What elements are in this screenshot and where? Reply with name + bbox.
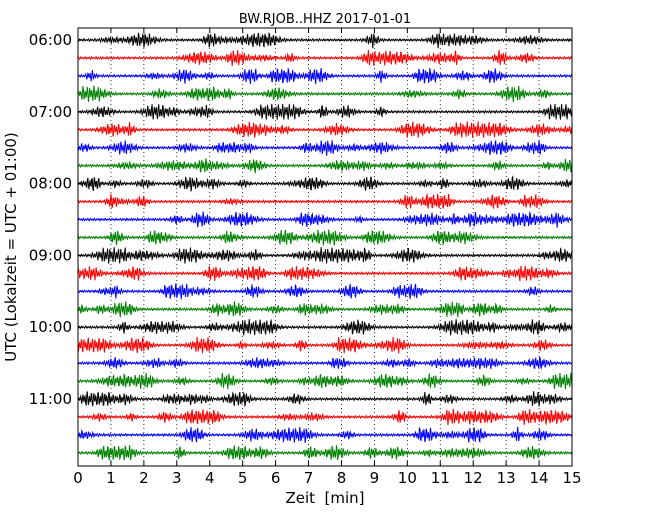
x-tick-label: 4	[205, 469, 215, 487]
x-tick-label: 6	[271, 469, 281, 487]
x-tick-label: 0	[73, 469, 83, 487]
x-tick-label: 7	[304, 469, 314, 487]
seismic-trace	[77, 372, 573, 390]
y-axis-label: UTC (Lokalzeit = UTC + 01:00)	[2, 132, 20, 362]
seismic-trace	[77, 408, 573, 426]
traces	[77, 32, 573, 462]
seismic-trace	[77, 301, 573, 318]
seismic-trace	[77, 445, 573, 462]
y-tick-label: 11:00	[29, 390, 72, 408]
y-tick-label: 09:00	[29, 246, 72, 264]
seismic-trace	[77, 318, 573, 336]
seismic-trace	[77, 121, 573, 139]
seismic-trace	[77, 247, 573, 264]
seismic-trace	[77, 32, 573, 49]
plot-frame	[77, 27, 573, 467]
y-axis: 06:00 07:00 08:00 09:00 10:00 11:00	[29, 31, 572, 408]
seismic-trace	[77, 158, 573, 175]
seismic-trace	[77, 210, 573, 228]
seismic-trace	[77, 175, 573, 192]
x-tick-label: 15	[562, 469, 581, 487]
seismic-trace	[77, 192, 573, 209]
x-tick-label: 13	[497, 469, 516, 487]
x-tick-label: 9	[370, 469, 380, 487]
seismic-trace	[77, 355, 573, 370]
chart-title: BW.RJOB..HHZ 2017-01-01	[239, 12, 411, 27]
x-tick-label: 12	[464, 469, 483, 487]
y-tick-label: 07:00	[29, 103, 72, 121]
seismic-trace	[77, 391, 573, 408]
seismic-trace	[77, 139, 573, 156]
x-axis: 0 1 2 3 4 5 6 7 8 9 10 11 12 13 14 15	[73, 28, 582, 487]
seismic-trace	[77, 85, 573, 103]
x-tick-label: 10	[398, 469, 417, 487]
x-tick-label: 3	[172, 469, 182, 487]
x-tick-label: 5	[238, 469, 248, 487]
x-tick-label: 14	[530, 469, 549, 487]
seismic-trace	[77, 229, 573, 246]
seismic-trace	[77, 426, 573, 444]
x-tick-label: 11	[431, 469, 450, 487]
y-tick-label: 06:00	[29, 31, 72, 49]
x-tick-label: 8	[337, 469, 347, 487]
seismic-trace	[77, 336, 573, 354]
x-tick-label: 2	[139, 469, 149, 487]
seismic-trace	[77, 265, 573, 282]
seismic-trace	[77, 283, 573, 300]
x-axis-label: Zeit [min]	[285, 489, 364, 507]
x-tick-label: 1	[106, 469, 116, 487]
y-tick-label: 10:00	[29, 318, 72, 336]
y-tick-label: 08:00	[29, 175, 72, 193]
seismic-trace	[77, 67, 573, 85]
seismic-trace	[77, 103, 573, 120]
seismic-trace	[77, 49, 573, 67]
